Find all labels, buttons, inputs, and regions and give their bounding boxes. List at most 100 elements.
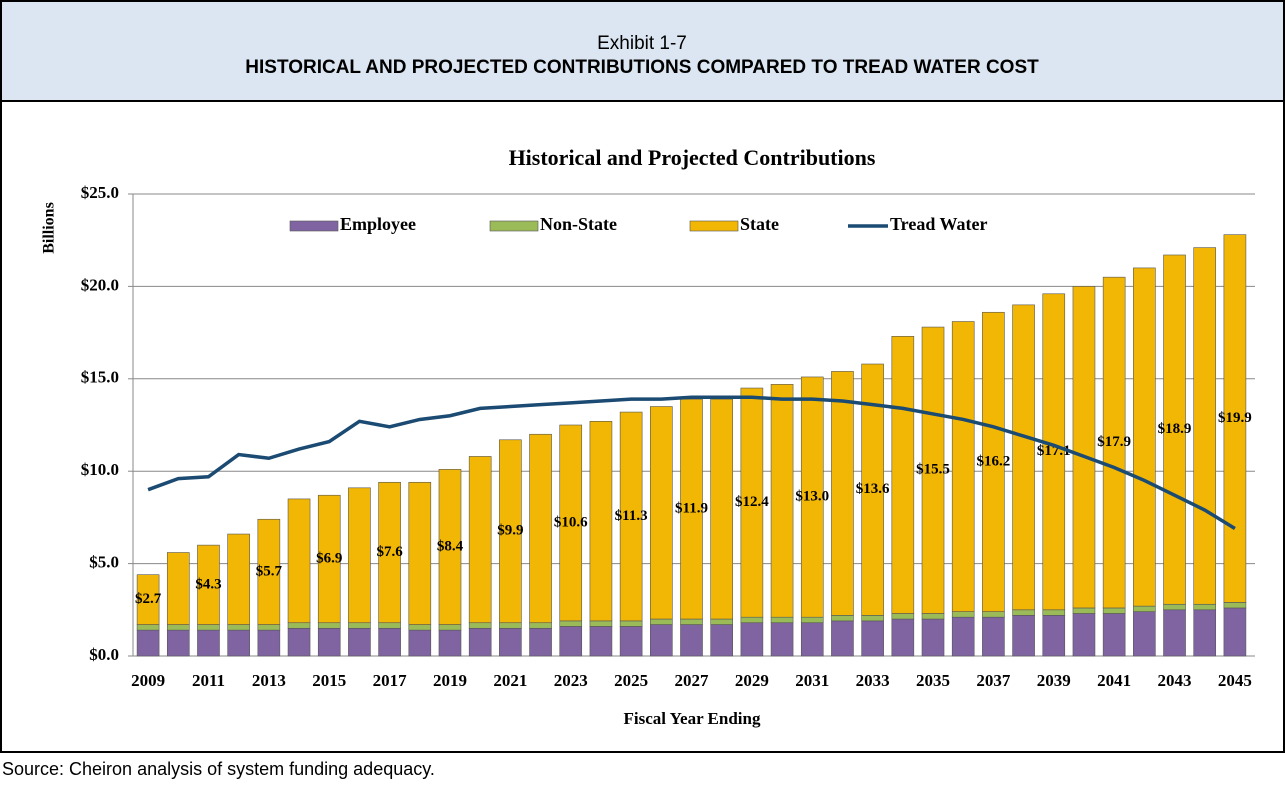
bar-segment xyxy=(619,411,643,622)
bar-segment xyxy=(619,620,643,627)
bar-segment xyxy=(529,622,552,629)
legend-swatch xyxy=(289,220,339,232)
x-tick-label: 2041 xyxy=(1097,671,1131,690)
bar-segment xyxy=(1193,603,1217,611)
bar-segment xyxy=(1133,611,1156,657)
bar-segment xyxy=(227,624,250,631)
bar-segment xyxy=(197,629,220,657)
x-tick-label: 2013 xyxy=(252,671,286,690)
x-tick-label: 2025 xyxy=(614,671,648,690)
value-label: $10.6 xyxy=(554,514,588,530)
x-tick-label: 2019 xyxy=(433,671,467,690)
bar-segment xyxy=(1072,607,1096,614)
x-tick-label: 2043 xyxy=(1158,671,1192,690)
line-series xyxy=(147,395,1236,530)
bar-segment xyxy=(317,627,341,657)
exhibit-number: Exhibit 1-7 xyxy=(597,33,687,54)
bar-segment xyxy=(1012,609,1035,616)
bar-segment xyxy=(650,624,673,657)
value-label: $16.2 xyxy=(977,453,1011,469)
bar-segment xyxy=(951,616,975,657)
bar-segment xyxy=(559,626,583,657)
y-tick-label: $25.0 xyxy=(81,183,119,202)
bar-segment xyxy=(408,629,432,657)
bar-segment xyxy=(1163,609,1186,657)
value-label: $2.7 xyxy=(135,591,162,607)
exhibit-title: HISTORICAL AND PROJECTED CONTRIBUTIONS C… xyxy=(245,57,1039,78)
x-tick-label: 2015 xyxy=(312,671,346,690)
bar-segment xyxy=(1193,609,1217,657)
bar-segment xyxy=(982,616,1005,657)
chart-title: Historical and Projected Contributions xyxy=(509,145,876,170)
bar-segment xyxy=(287,622,311,629)
legend-swatch xyxy=(689,220,739,232)
bar-segment xyxy=(438,629,462,657)
bar-segment xyxy=(1072,286,1096,609)
y-axis-title: Billions xyxy=(41,202,58,254)
bar-segment xyxy=(1072,613,1096,657)
x-tick-label: 2039 xyxy=(1037,671,1071,690)
bar-segment xyxy=(317,622,341,629)
bar-segment xyxy=(951,611,975,618)
x-tick-label: 2023 xyxy=(554,671,588,690)
y-tick-label: $0.0 xyxy=(89,645,119,664)
bar-segment xyxy=(348,622,371,629)
legend-label: Non-State xyxy=(540,214,617,234)
bar-segment xyxy=(1223,234,1247,603)
bar-segment xyxy=(800,376,824,618)
value-label: $13.6 xyxy=(856,481,890,497)
bar-segment xyxy=(227,629,250,657)
bar-segment xyxy=(710,398,733,620)
bar-segment xyxy=(257,518,281,625)
x-tick-label: 2031 xyxy=(795,671,829,690)
bar-segment xyxy=(197,544,220,625)
bar-segment xyxy=(1102,613,1126,657)
bar-segment xyxy=(1133,605,1156,612)
bar-segment xyxy=(710,624,733,657)
bar-segment xyxy=(770,384,794,618)
bar-segment xyxy=(861,363,884,616)
bar-segment xyxy=(408,624,432,631)
bar-segment xyxy=(740,622,764,657)
bar-segment xyxy=(1163,254,1186,605)
y-tick-label: $15.0 xyxy=(81,368,119,387)
value-label: $4.3 xyxy=(195,576,221,592)
x-tick-label: 2021 xyxy=(493,671,527,690)
bar-segment xyxy=(1042,609,1066,616)
bar-segment xyxy=(1012,615,1035,657)
x-tick-label: 2033 xyxy=(856,671,890,690)
bar-segment xyxy=(378,627,401,657)
x-axis-title: Fiscal Year Ending xyxy=(624,709,761,728)
bar-segment xyxy=(982,611,1005,618)
source-note: Source: Cheiron analysis of system fundi… xyxy=(2,759,435,779)
value-label: $17.9 xyxy=(1097,434,1131,450)
value-label: $7.6 xyxy=(376,544,403,560)
bar-segment xyxy=(650,406,673,620)
bar-segment xyxy=(166,624,190,631)
bar-segment xyxy=(1012,304,1035,611)
header-band xyxy=(0,0,1285,102)
bar-segment xyxy=(831,371,854,616)
value-label: $11.9 xyxy=(675,501,708,517)
bar-segment xyxy=(680,624,703,657)
x-tick-label: 2017 xyxy=(373,671,408,690)
bar-segment xyxy=(287,627,311,657)
bar-segment xyxy=(499,627,522,657)
bar-segment xyxy=(921,618,945,657)
bar-segment xyxy=(1042,615,1066,657)
bar-segment xyxy=(499,439,522,624)
bar-segment xyxy=(317,494,341,624)
bar-segment xyxy=(1193,247,1217,605)
bar-segment xyxy=(800,616,824,624)
bar-segment xyxy=(529,627,552,657)
bar-segment xyxy=(891,613,915,620)
x-tick-label: 2035 xyxy=(916,671,950,690)
value-label: $6.9 xyxy=(316,550,342,566)
bar-segment xyxy=(589,421,613,622)
value-label: $5.7 xyxy=(256,563,283,579)
bar-segment xyxy=(499,622,522,629)
bar-segment xyxy=(408,481,432,625)
bar-segment xyxy=(710,618,733,625)
bar-segment xyxy=(1223,602,1247,609)
bar-segment xyxy=(740,616,764,624)
